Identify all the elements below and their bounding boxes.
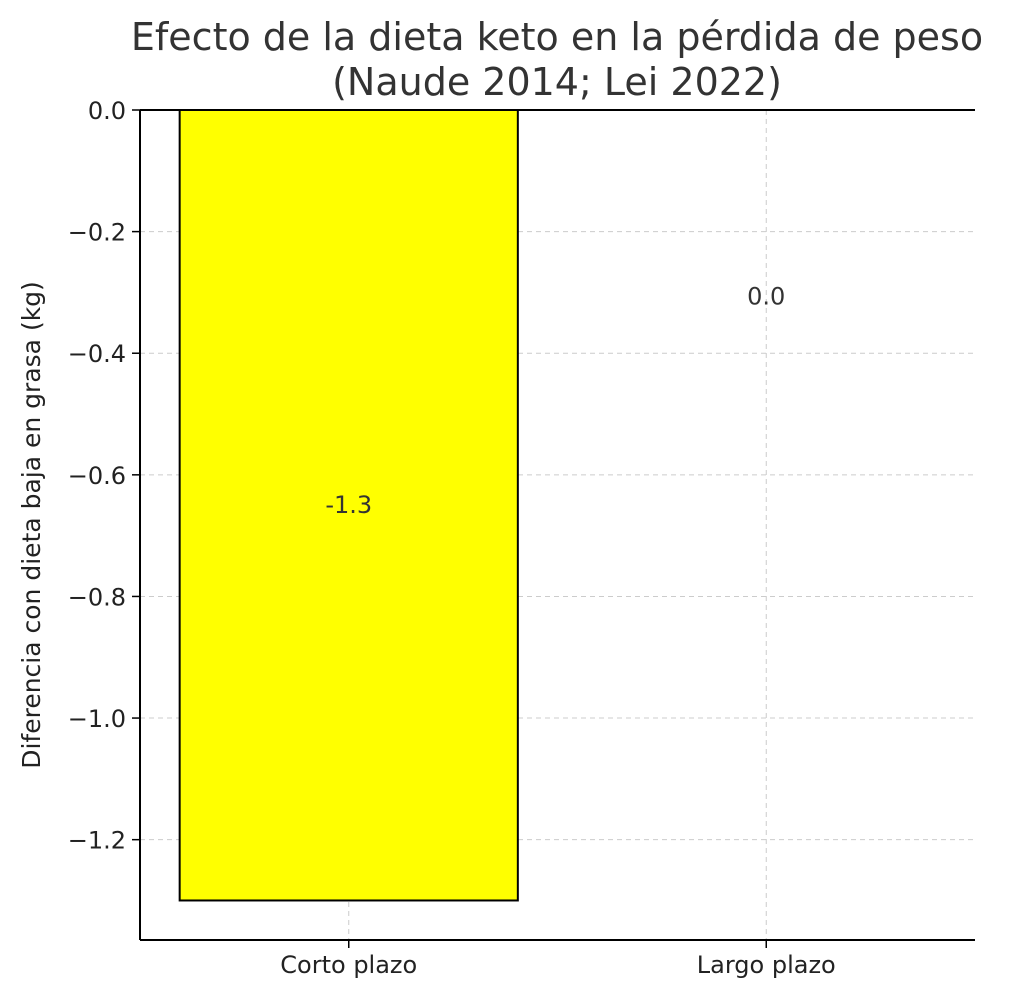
- chart-title-line-2: (Naude 2014; Lei 2022): [332, 60, 782, 104]
- y-tick-label: −0.2: [68, 219, 126, 247]
- y-axis-label: Diferencia con dieta baja en grasa (kg): [17, 281, 46, 769]
- bar: [178, 109, 519, 902]
- x-tick-label: Largo plazo: [697, 951, 836, 979]
- y-tick-label: 0.0: [88, 97, 126, 125]
- tick-labels: 0.0 −0.2 −0.4 −0.6 −0.8 −1.0 −1.2 Corto plazo La…: [68, 97, 836, 979]
- axes: [132, 109, 975, 948]
- bar-data-label: 0.0: [747, 283, 785, 311]
- bars: [178, 109, 519, 902]
- y-tick-label: −0.6: [68, 462, 126, 490]
- y-tick-label: −1.2: [68, 827, 126, 855]
- chart-title-line-1: Efecto de la dieta keto en la pérdida de…: [131, 15, 983, 59]
- x-tick-label: Corto plazo: [280, 951, 417, 979]
- bar-data-label: -1.3: [325, 491, 372, 519]
- y-tick-label: −0.8: [68, 583, 126, 611]
- y-tick-label: −1.0: [68, 705, 126, 733]
- y-tick-label: −0.4: [68, 340, 126, 368]
